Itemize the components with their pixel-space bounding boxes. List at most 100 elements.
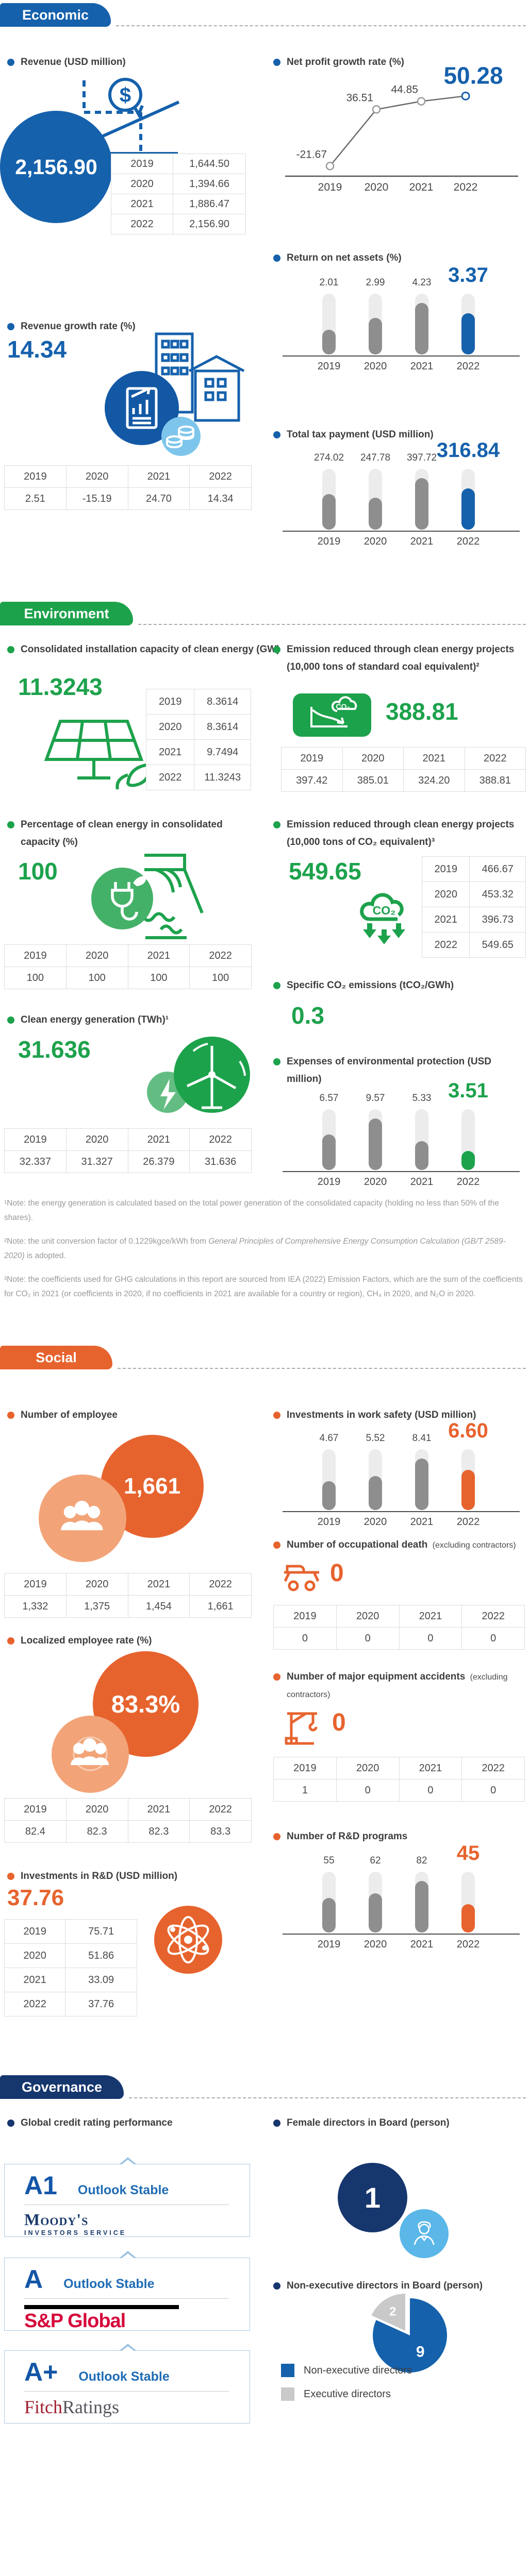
table-row: 2020 453.32	[421, 882, 526, 907]
table-header-row: 2019 2020 2021 2022	[281, 747, 526, 770]
bullet-icon	[273, 2282, 280, 2290]
bar-fill	[461, 313, 475, 354]
bar-value-label: 2.99	[366, 277, 385, 288]
year-cell: 2020	[4, 1943, 66, 1968]
value-cell: 0	[336, 1627, 400, 1650]
bar-value-label: 6.60	[448, 1419, 488, 1442]
female-icon	[414, 2221, 435, 2245]
legend-swatch-non-executive	[281, 2364, 294, 2377]
point-label: 44.85	[391, 84, 418, 96]
x-axis	[283, 1934, 520, 1935]
x-tick-label: 2019	[317, 1939, 341, 1950]
value-cell: 82.3	[65, 1820, 128, 1843]
table-row: 2021 396.73	[421, 907, 526, 933]
metric-label-total-tax: Total tax payment (USD million)	[273, 426, 529, 444]
bar-track	[461, 469, 475, 530]
value-cell: 100	[65, 967, 128, 989]
value-cell: 466.67	[469, 856, 526, 882]
occupational-death-highlight: 0	[330, 1560, 344, 1587]
year-cell: 2021	[127, 944, 190, 967]
bar-track	[461, 1872, 475, 1933]
revenue-highlight-circle: 2,156.90	[0, 111, 112, 223]
divider-dashed	[138, 624, 526, 625]
x-axis	[283, 531, 520, 532]
bar-track	[369, 1109, 382, 1170]
year-cell: 2021	[399, 1605, 462, 1628]
table-row: 2019 466.67	[421, 856, 526, 882]
bar-value-label: 5.33	[412, 1093, 432, 1104]
table-row: 2020 1,394.66	[110, 174, 246, 194]
pie-chart-svg: 92	[371, 2294, 447, 2372]
bar-fill	[415, 478, 428, 530]
metric-label-work-safety: Investments in work safety (USD million)	[273, 1406, 529, 1424]
value-cell: 0	[399, 1779, 462, 1802]
bar-track	[369, 294, 382, 354]
line-chart-svg: -21.67 2019 36.51 2020 44.85 2021 50.28 2022	[285, 62, 518, 193]
bar-value-label: 5.52	[366, 1433, 385, 1444]
leaf-icon	[133, 876, 146, 886]
year-cell: 2022	[189, 465, 252, 488]
year-cell: 2021	[399, 1757, 462, 1780]
crane-icon	[285, 1712, 318, 1745]
year-cell: 2019	[4, 1919, 66, 1944]
female-directors-highlight-circle: 1	[338, 2163, 407, 2232]
bar-value-label: 62	[370, 1855, 381, 1866]
bar-track	[415, 1109, 428, 1170]
pie-value-label: 2	[389, 2304, 396, 2318]
bar-fill	[415, 1141, 428, 1170]
bullet-icon	[7, 2120, 14, 2127]
bullet-icon	[273, 1412, 280, 1419]
data-point	[461, 91, 470, 100]
metric-label-emission-co2: Emission reduced through clean energy pr…	[273, 816, 529, 851]
x-tick-label: 2021	[410, 1516, 434, 1528]
rating-card-sp: A Outlook Stable S&P Global	[4, 2251, 250, 2331]
footnote-1: ¹Note: the energy generation is calculat…	[4, 1199, 499, 1222]
rating-grade: A	[24, 2265, 43, 2294]
year-cell: 2021	[403, 747, 465, 770]
year-cell: 2019	[273, 1605, 337, 1628]
section-header-economic: Economic	[0, 3, 111, 27]
divider-dashed	[116, 25, 526, 26]
rd-investment-table: 2019 75.71 2020 51.86 2021 33.09 2022 37…	[4, 1919, 137, 2016]
card-divider	[24, 2391, 229, 2392]
x-tick-label: 2019	[318, 181, 342, 193]
value-cell: 33.09	[65, 1968, 137, 1992]
localized-rate-highlight-circle: 83.3%	[93, 1651, 199, 1757]
year-cell: 2021	[127, 1573, 190, 1596]
equipment-accidents-table: 2019 2020 2021 2022 1 0 0 0	[273, 1757, 525, 1802]
value-cell: 75.71	[65, 1919, 137, 1944]
year-cell: 2021	[4, 1968, 66, 1992]
x-tick-label: 2020	[363, 1516, 387, 1528]
year-cell: 2019	[281, 747, 343, 770]
metric-label-rd-investment: Investments in R&D (USD million)	[7, 1868, 263, 1885]
year-cell: 2022	[189, 1798, 252, 1821]
co2-reduction-badge-icon: CO₂	[293, 693, 371, 737]
rating-card-moodys: A1 Outlook Stable Moody's INVESTORS SERV…	[4, 2157, 250, 2237]
table-row: 2020 51.86	[4, 1943, 137, 1968]
year-cell: 2019	[4, 944, 67, 967]
x-tick-label: 2019	[317, 1176, 341, 1188]
year-cell: 2019	[421, 856, 470, 882]
bar-fill	[461, 1151, 475, 1170]
bar-value-label: 45	[456, 1842, 480, 1865]
footnote-3: ³Note: the coefficients used for GHG cal…	[4, 1275, 523, 1298]
metric-label-clean-generation: Clean energy generation (TWh)¹	[7, 1011, 263, 1029]
emission-co2-table: 2019 466.67 2020 453.32 2021 396.73 2022…	[421, 856, 526, 958]
co2-cloud-arrows-icon: CO₂	[360, 893, 405, 944]
table-value-row: 1,332 1,375 1,454 1,661	[4, 1595, 252, 1618]
value-cell: 388.81	[464, 769, 526, 792]
bar-track	[322, 1872, 336, 1933]
x-tick-label: 2020	[363, 1939, 387, 1950]
fitch-ratings-logo: FitchRatings	[24, 2397, 120, 2417]
emission-coal-highlight: 388.81	[386, 698, 458, 725]
clean-generation-table: 2019 2020 2021 2022 32.337 31.327 26.379 31.636	[4, 1128, 252, 1173]
env-expenses-bar-chart: 6.57 9.57 5.33 3.51 2019 2020 2021 2022	[283, 1079, 520, 1190]
moodys-logo: Moody's INVESTORS SERVICE	[24, 2210, 127, 2236]
bar-fill	[461, 1904, 475, 1933]
year-cell: 2021	[145, 739, 195, 765]
value-cell: 100	[4, 967, 67, 989]
year-cell: 2021	[127, 465, 190, 488]
rating-outlook: Outlook Stable	[78, 2369, 170, 2384]
bullet-icon	[273, 646, 280, 653]
value-cell: 11.3243	[194, 765, 251, 790]
